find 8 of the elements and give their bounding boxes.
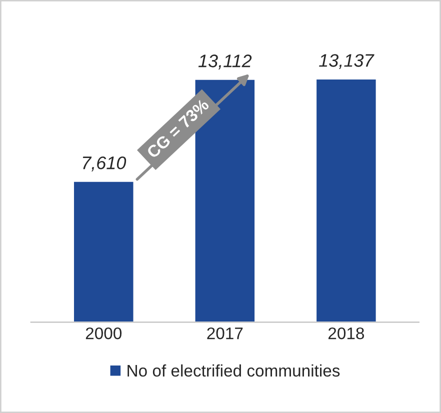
data-label: 13,112 xyxy=(198,54,252,70)
x-tick-label: 2017 xyxy=(207,327,243,340)
data-label: 7,610 xyxy=(82,156,126,172)
annotation: CG = 73% xyxy=(146,98,210,159)
x-tick-label: 2018 xyxy=(328,327,364,340)
legend-label: No of electrified communities xyxy=(128,364,340,377)
x-tick-label: 2000 xyxy=(86,327,122,340)
data-label: 13,137 xyxy=(319,54,374,69)
